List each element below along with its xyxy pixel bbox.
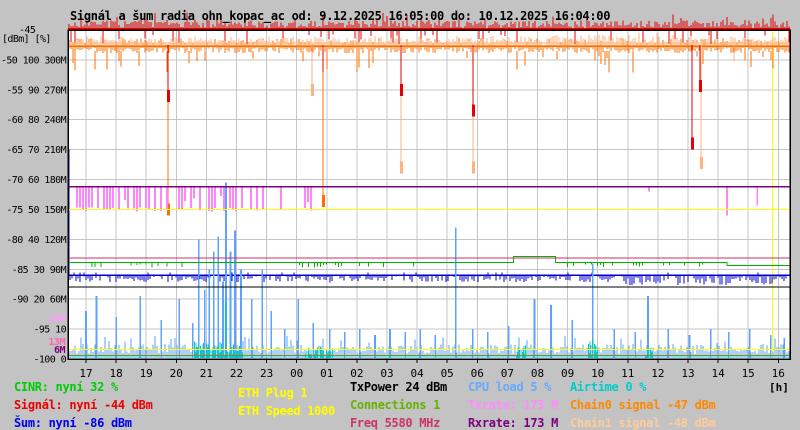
x-axis-hour-label: 17 xyxy=(79,367,92,380)
x-axis-hour-label: 22 xyxy=(230,367,243,380)
legend-cpu-load: CPU load 5 % xyxy=(468,380,552,394)
y-axis-row-label: -95 10 xyxy=(33,325,66,336)
rate-tag-6m: 6M xyxy=(53,345,66,356)
legend-freq: Freq 5580 MHz xyxy=(350,416,441,430)
x-axis-hour-label: 15 xyxy=(742,367,755,380)
y-axis-units-label: [dBm] [%] xyxy=(2,34,51,45)
rate-tag-39m: 39M xyxy=(48,314,65,325)
x-axis-hour-label: 18 xyxy=(109,367,122,380)
x-axis-hour-label: 09 xyxy=(561,367,574,380)
legend-connections: Connections 1 xyxy=(350,398,441,412)
legend-eth-plug: ETH Plug 1 xyxy=(238,386,308,400)
x-axis-hour-label: 21 xyxy=(200,367,213,380)
x-axis-hour-label: 03 xyxy=(380,367,393,380)
x-axis-hour-label: 14 xyxy=(711,367,725,380)
y-axis-row-label: -65 70 210M xyxy=(6,145,66,156)
x-axis-hour-label: 06 xyxy=(471,367,484,380)
rate-tag-13m: 13M xyxy=(48,337,65,348)
legend-signal: Signál: nyní -44 dBm xyxy=(14,398,153,412)
x-axis-hour-label: 07 xyxy=(501,367,514,380)
x-axis-hour-label: 04 xyxy=(410,367,424,380)
x-axis-hour-label: 19 xyxy=(140,367,153,380)
y-axis-row-label: -85 30 90M xyxy=(12,265,67,276)
x-axis-hour-label: 10 xyxy=(591,367,604,380)
y-axis-row-label: -55 90 270M xyxy=(6,85,66,96)
x-axis-hour-label: 01 xyxy=(320,367,333,380)
x-axis-hour-label: 20 xyxy=(170,367,183,380)
y-axis-row-label: -90 20 60M xyxy=(12,295,67,306)
legend-chain0: Chain0 signal -47 dBm xyxy=(570,398,716,412)
y-axis-row-label: -80 40 120M xyxy=(6,235,66,246)
x-axis-hour-label: 23 xyxy=(260,367,273,380)
x-axis-hour-label: 00 xyxy=(290,367,303,380)
legend-txrate: Txrate: 173 M xyxy=(468,398,559,412)
legend-txpower: TxPower 24 dBm xyxy=(350,380,447,394)
x-axis-hour-label: 12 xyxy=(651,367,664,380)
y-axis-row-label: -50 100 300M xyxy=(1,55,67,66)
y-axis-row-label: -75 50 150M xyxy=(6,205,66,216)
legend-cinr: CINR: nyní 32 % xyxy=(14,380,118,394)
x-axis-hour-label: 08 xyxy=(531,367,544,380)
y-axis-row-label: -60 80 240M xyxy=(6,115,66,126)
legend-rxrate: Rxrate: 173 M xyxy=(468,416,559,430)
legend-chain1: Chain1 signal -48 dBm xyxy=(570,416,716,430)
legend-airtime: Airtime 0 % xyxy=(570,380,647,394)
legend-eth-speed: ETH Speed 1000 xyxy=(238,404,335,418)
x-axis-hour-label: 16 xyxy=(772,367,785,380)
chart-title: Signál a šum radia ohn_kopac_ac od: 9.12… xyxy=(70,9,611,23)
y-axis-row-label: -70 60 180M xyxy=(6,175,66,186)
x-axis-hour-label: 13 xyxy=(681,367,694,380)
y-axis-top-tick: -45 xyxy=(19,25,36,36)
legend-sum: Šum: nyní -86 dBm xyxy=(14,416,132,430)
x-axis-hour-label: 11 xyxy=(621,367,634,380)
x-axis-unit-label: [h] xyxy=(769,381,789,394)
y-axis-row-label: -100 0 xyxy=(33,355,66,366)
x-axis-hour-label: 02 xyxy=(350,367,363,380)
x-axis-hour-label: 05 xyxy=(441,367,454,380)
